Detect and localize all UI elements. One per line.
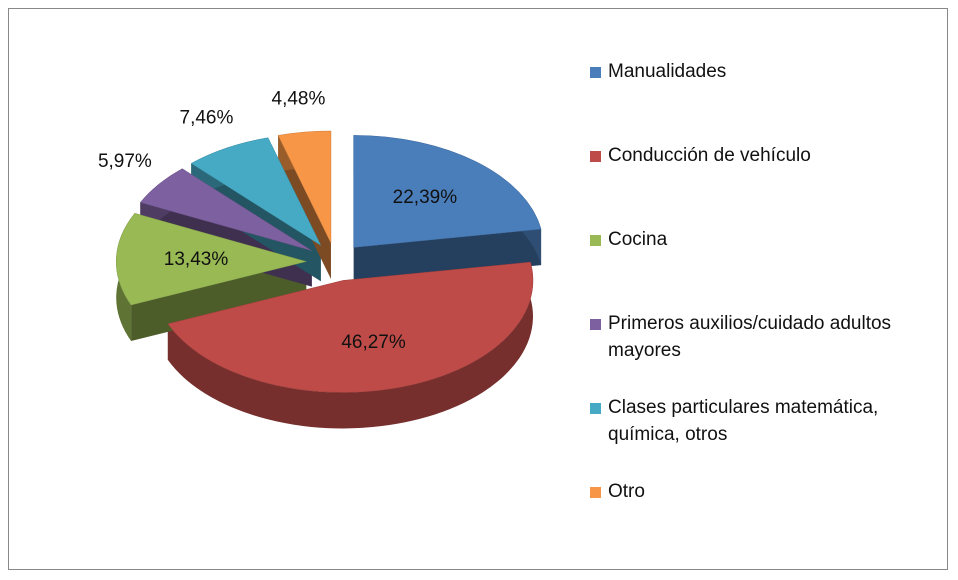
chart-frame [8,8,948,570]
slice [190,137,322,246]
slice-wall [167,262,533,429]
data-label: 5,97% [98,151,152,172]
legend-entry: Manualidades [590,58,940,85]
legend-label: Cocina [608,229,668,250]
slice [167,261,534,393]
legend-swatch [590,319,601,330]
data-label: 13,43% [164,249,229,270]
data-label: 22,39% [393,187,458,208]
legend-entry: Clases particulares matemática, química,… [590,394,940,448]
data-label: 46,27% [341,332,406,353]
legend-swatch [590,67,601,78]
legend-swatch [590,235,601,246]
legend-label: Conducción de vehículo [608,145,811,166]
legend-entry: Conducción de vehículo [590,142,940,169]
legend-swatch [590,487,601,498]
slice [277,130,332,244]
slice [353,135,542,248]
slice [139,168,312,251]
legend-entry: Primeros auxilios/cuidado adultos mayore… [590,310,940,364]
legend-entry: Otro [590,478,940,505]
legend-swatch [590,403,601,414]
legend-label: Clases particulares matemática, química,… [608,397,879,445]
slice-side [353,229,542,284]
legend-swatch [590,151,601,162]
pie-tops [116,130,542,393]
legend-label: Otro [608,481,645,502]
data-label: 4,48% [272,89,326,110]
legend-label: Manualidades [608,61,727,82]
data-label: 7,46% [180,107,234,128]
slice [116,213,308,306]
legend-label: Primeros auxilios/cuidado adultos mayore… [608,313,892,361]
legend-entry: Cocina [590,226,940,253]
pie-labels: 22,39% 46,27% 13,43% 5,97% 7,46% 4,48% [98,89,457,353]
